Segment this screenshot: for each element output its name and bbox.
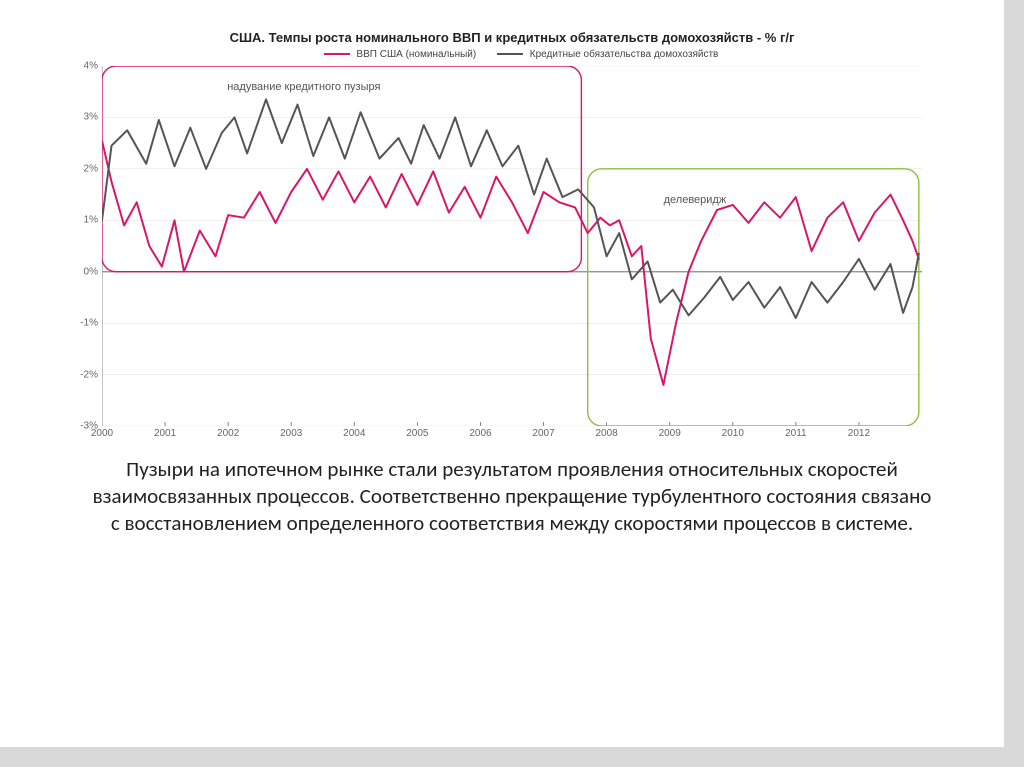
x-tick-label: 2003: [280, 428, 302, 439]
chart-title: США. Темпы роста номинального ВВП и кред…: [40, 30, 984, 45]
legend-swatch-gdp: [324, 53, 350, 55]
x-tick-label: 2009: [659, 428, 681, 439]
slide: США. Темпы роста номинального ВВП и кред…: [0, 0, 1024, 767]
chart-area: -3%-2%-1%0%1%2%3%4% 20002001200220032004…: [102, 66, 922, 446]
y-axis-labels: -3%-2%-1%0%1%2%3%4%: [72, 66, 98, 426]
chart-annotation-bubble: надувание кредитного пузыря: [227, 81, 380, 93]
x-tick-label: 2011: [785, 428, 807, 439]
x-tick-label: 2012: [848, 428, 870, 439]
y-tick-label: -1%: [80, 318, 98, 329]
chart-annotation-deleverage: делеверидж: [664, 194, 727, 206]
caption-text: Пузыри на ипотечном рынке стали результа…: [40, 456, 984, 537]
x-tick-label: 2000: [91, 428, 113, 439]
legend-label-gdp: ВВП США (номинальный): [356, 49, 476, 60]
x-tick-label: 2010: [722, 428, 744, 439]
y-tick-label: 1%: [84, 215, 98, 226]
x-tick-label: 2002: [217, 428, 239, 439]
x-tick-label: 2007: [532, 428, 554, 439]
x-tick-label: 2005: [406, 428, 428, 439]
legend-swatch-credit: [497, 53, 523, 55]
y-tick-label: 2%: [84, 163, 98, 174]
x-tick-label: 2008: [595, 428, 617, 439]
x-tick-label: 2004: [343, 428, 365, 439]
x-tick-label: 2006: [469, 428, 491, 439]
chart-legend: ВВП США (номинальный) Кредитные обязател…: [40, 49, 984, 60]
y-tick-label: -2%: [80, 369, 98, 380]
y-tick-label: 4%: [84, 61, 98, 72]
y-tick-label: 0%: [84, 266, 98, 277]
legend-label-credit: Кредитные обязательства домохозяйств: [530, 49, 719, 60]
y-tick-label: 3%: [84, 112, 98, 123]
x-tick-label: 2001: [154, 428, 176, 439]
x-axis-labels: 2000200120022003200420052006200720082009…: [102, 428, 922, 446]
chart-svg: [102, 66, 922, 426]
